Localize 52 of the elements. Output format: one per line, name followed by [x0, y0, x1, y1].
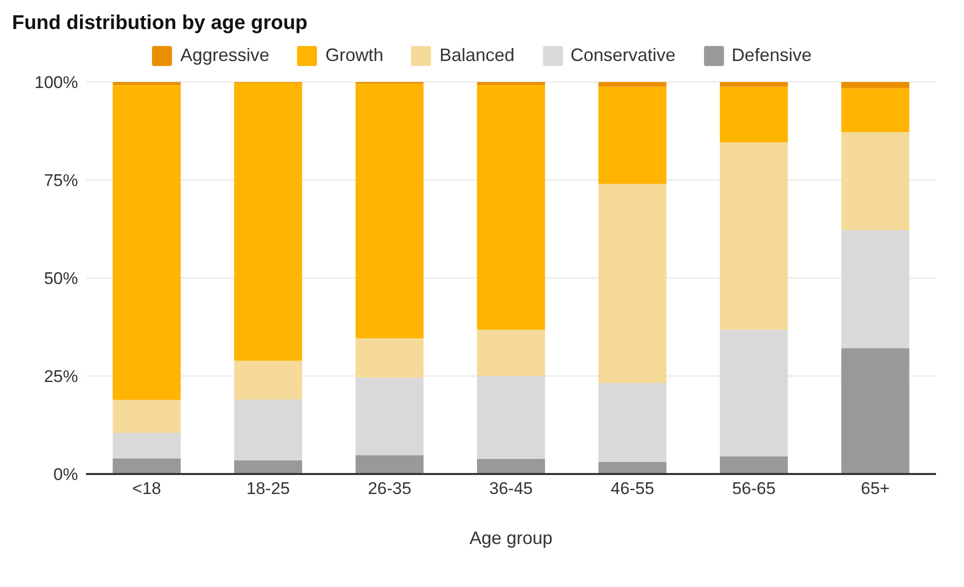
bar: [841, 132, 910, 230]
x-axis-title: Age group: [469, 528, 553, 548]
legend-label: Balanced: [439, 45, 515, 66]
bar: [720, 456, 788, 474]
legend-label: Defensive: [732, 45, 812, 66]
bar: [841, 348, 910, 474]
bar: [112, 85, 181, 400]
bar: [841, 82, 910, 88]
x-tick-label: <18: [132, 479, 162, 498]
bar: [112, 400, 181, 433]
x-tick-label: 65+: [860, 479, 890, 498]
bar: [234, 400, 302, 460]
x-tick-label: 36-45: [489, 479, 533, 498]
bar: [112, 432, 181, 458]
bar: [720, 86, 788, 142]
bar: [356, 455, 424, 474]
bar: [720, 142, 788, 330]
y-tick-label: 100%: [34, 73, 78, 92]
bar: [720, 82, 788, 87]
y-tick-label: 25%: [44, 367, 78, 386]
bar: [234, 460, 302, 474]
y-tick-label: 75%: [44, 171, 78, 190]
bar: [598, 86, 666, 184]
legend-label: Growth: [325, 45, 384, 66]
bar: [598, 462, 666, 474]
bar: [356, 84, 424, 338]
bar: [841, 230, 910, 348]
bar: [720, 330, 788, 456]
bar: [477, 330, 545, 376]
bar: [477, 85, 545, 330]
bar: [112, 82, 181, 86]
y-tick-label: 50%: [44, 269, 78, 288]
x-tick-label: 18-25: [246, 479, 290, 498]
bar: [598, 184, 666, 384]
legend-label: Conservative: [570, 45, 676, 66]
x-tick-label: 46-55: [610, 479, 654, 498]
x-tick-label: 26-35: [368, 479, 412, 498]
bar: [477, 458, 545, 474]
bar: [234, 82, 302, 361]
legend-label: Aggressive: [180, 45, 270, 66]
chart-title: Fund distribution by age group: [11, 11, 309, 35]
bar: [477, 82, 545, 86]
bar: [841, 88, 910, 132]
y-tick-label: 0%: [53, 465, 78, 484]
bar: [356, 378, 424, 456]
bar: [112, 458, 181, 474]
bar: [234, 360, 302, 400]
bar: [477, 376, 545, 459]
x-tick-label: 56-65: [732, 479, 776, 498]
bar: [356, 338, 424, 378]
bar: [598, 383, 666, 462]
bar: [598, 82, 666, 87]
